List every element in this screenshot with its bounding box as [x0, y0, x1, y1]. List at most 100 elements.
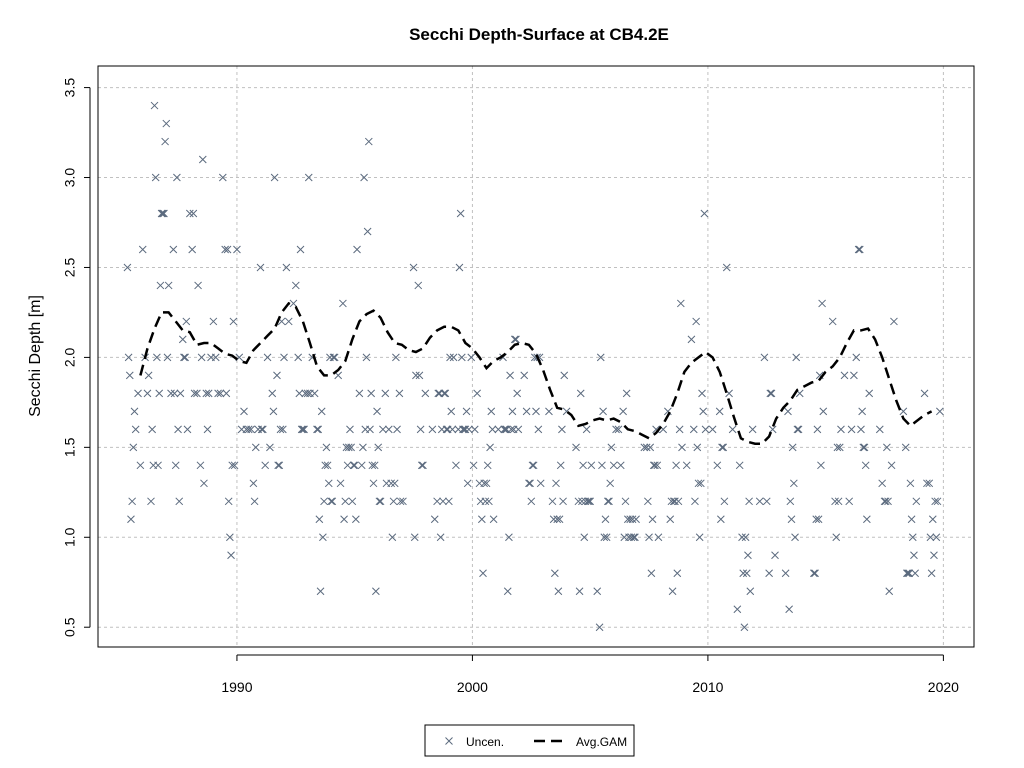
data-point — [189, 209, 198, 218]
data-point — [861, 461, 870, 470]
data-point — [713, 461, 722, 470]
data-point — [229, 317, 238, 326]
data-point — [883, 443, 891, 452]
data-point — [222, 389, 231, 398]
data-point — [767, 389, 776, 398]
data-point — [837, 425, 845, 434]
data-point — [545, 407, 553, 416]
data-point — [560, 371, 569, 380]
data-point — [276, 425, 285, 434]
data-point — [819, 407, 828, 416]
x-tick-label: 2010 — [692, 679, 723, 695]
data-point — [682, 461, 691, 470]
x-axis: 1990 2000 2010 2020 — [221, 654, 959, 695]
y-tick-label: 3.0 — [62, 168, 78, 188]
data-point — [784, 407, 792, 416]
data-point — [324, 479, 333, 488]
data-point — [548, 497, 557, 506]
data-point — [366, 425, 374, 434]
data-point — [576, 389, 585, 398]
data-point — [164, 281, 173, 290]
data-point — [465, 425, 473, 434]
data-point — [299, 425, 307, 434]
data-point — [875, 425, 884, 434]
data-point — [449, 353, 458, 362]
data-point — [719, 443, 728, 452]
data-point — [791, 533, 799, 542]
data-point — [414, 281, 423, 290]
data-point — [390, 479, 399, 488]
data-point — [667, 497, 676, 506]
data-point — [442, 425, 451, 434]
data-point — [143, 389, 152, 398]
data-point — [412, 371, 420, 380]
data-point — [644, 497, 652, 506]
data-point — [607, 443, 616, 452]
data-point — [183, 425, 192, 434]
data-point — [204, 389, 213, 398]
data-point — [556, 461, 565, 470]
data-point — [654, 533, 663, 542]
data-point — [720, 497, 729, 506]
data-point — [619, 407, 627, 416]
data-point — [266, 443, 274, 452]
data-point — [549, 515, 558, 524]
data-point — [501, 425, 510, 434]
data-point — [487, 407, 496, 416]
data-point — [200, 479, 208, 488]
data-point — [887, 461, 896, 470]
data-point — [860, 443, 869, 452]
data-point — [845, 497, 854, 506]
data-point — [715, 407, 724, 416]
data-point — [410, 533, 419, 542]
data-point — [760, 353, 769, 362]
data-point — [762, 497, 771, 506]
data-point — [440, 389, 449, 398]
data-point — [766, 389, 775, 398]
data-point — [368, 461, 377, 470]
data-point — [373, 407, 381, 416]
grid-lines — [98, 66, 974, 647]
avg-gam-line — [139, 301, 933, 445]
data-point — [525, 479, 533, 488]
data-point — [933, 497, 942, 506]
data-point — [448, 425, 457, 434]
data-point — [469, 461, 478, 470]
data-point — [131, 425, 140, 434]
data-point — [328, 497, 337, 506]
data-point — [340, 515, 348, 524]
data-point — [214, 389, 222, 398]
chart-title: Secchi Depth-Surface at CB4.2E — [409, 25, 669, 44]
data-point — [512, 335, 520, 344]
data-point — [794, 425, 803, 434]
data-point — [173, 173, 181, 182]
data-point — [452, 461, 460, 470]
data-point — [151, 173, 160, 182]
data-point — [357, 461, 366, 470]
data-point — [247, 425, 255, 434]
data-point — [810, 569, 818, 578]
data-point — [908, 533, 917, 542]
data-point — [160, 209, 168, 218]
data-point — [379, 425, 387, 434]
data-point — [316, 587, 325, 596]
legend-label-uncen: Uncen. — [466, 735, 504, 749]
x-tick-label: 2000 — [457, 679, 488, 695]
data-point — [599, 407, 607, 416]
data-point — [353, 245, 361, 254]
data-point — [256, 263, 265, 272]
data-point — [678, 443, 686, 452]
data-point — [878, 479, 887, 488]
data-point — [735, 461, 744, 470]
data-point — [362, 353, 371, 362]
data-point — [520, 371, 529, 380]
data-point — [434, 389, 443, 398]
data-point — [648, 515, 657, 524]
data-point — [336, 479, 345, 488]
data-point — [744, 551, 752, 560]
data-point — [268, 389, 277, 398]
data-point — [359, 443, 367, 452]
data-point — [196, 461, 205, 470]
data-point — [691, 497, 699, 506]
data-point — [327, 497, 335, 506]
